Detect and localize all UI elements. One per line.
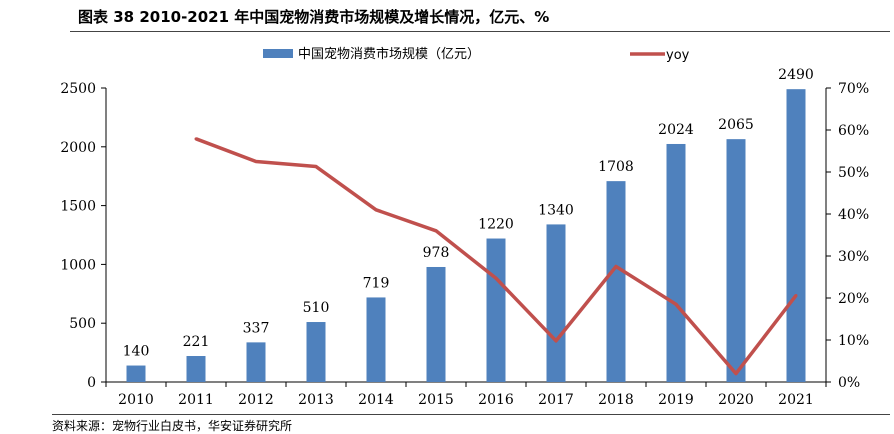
yoy-point [314, 165, 318, 169]
bar [186, 356, 206, 382]
left-axis-tick-label: 1500 [60, 199, 96, 215]
bar-series [126, 89, 806, 383]
bar [426, 266, 446, 382]
x-axis-tick-label: 2016 [478, 392, 514, 408]
bar-data-label: 2490 [778, 67, 814, 83]
bar-data-label: 337 [243, 320, 270, 336]
chart-legend: 中国宠物消费市场规模（亿元） yoy [263, 46, 690, 63]
x-axis-tick-label: 2021 [778, 392, 814, 408]
bar-data-label: 221 [183, 334, 210, 350]
right-axis-tick-label: 10% [838, 333, 869, 349]
yoy-point [254, 160, 258, 163]
bar [666, 143, 686, 382]
yoy-point [794, 293, 798, 297]
bar-data-labels: 140 221 337 510 719 978 1220 1340 1708 2024 2065 24… [123, 67, 814, 359]
bar-data-label: 978 [423, 245, 450, 261]
bar-data-label: 719 [363, 275, 390, 291]
yoy-point [734, 372, 738, 376]
left-axis-tick-label: 2500 [60, 81, 96, 97]
right-axis-tick-label: 60% [838, 123, 869, 139]
yoy-point [194, 137, 198, 141]
bar-data-label: 140 [123, 344, 150, 360]
left-axis-tick-label: 500 [69, 316, 96, 332]
right-axis-tick-label: 0% [838, 375, 860, 391]
x-axis-tick-label: 2010 [118, 392, 154, 408]
right-axis-tick-label: 30% [838, 249, 869, 265]
yoy-point [494, 276, 498, 280]
yoy-point [614, 265, 618, 268]
yoy-line-series [194, 137, 798, 376]
bar-data-label: 1220 [478, 217, 514, 233]
bar [306, 322, 326, 382]
left-axis-tick-label: 1000 [60, 257, 96, 273]
left-axis-tick-label: 0 [87, 375, 96, 391]
bar [786, 89, 806, 383]
x-axis-tick-label: 2012 [238, 392, 274, 408]
right-axis-tick-label: 70% [838, 81, 869, 97]
legend-label-line: yoy [666, 48, 690, 63]
right-axis-tick-label: 50% [838, 165, 869, 181]
x-axis-tick-label: 2014 [358, 392, 394, 408]
bar [126, 365, 146, 382]
bar [606, 181, 626, 382]
x-axis-tick-label: 2020 [718, 392, 754, 408]
bar-data-label: 1708 [598, 159, 634, 175]
chart-title: 图表 38 2010-2021 年中国宠物消费市场规模及增长情况，亿元、% [78, 8, 550, 26]
legend-label-bar: 中国宠物消费市场规模（亿元） [298, 46, 480, 62]
right-axis-tick-label: 40% [838, 207, 869, 223]
bar [546, 224, 566, 382]
bar-data-label: 2024 [658, 122, 694, 138]
chart-axes: 0 500 1000 1500 2000 2500 0% 10% 20% 30% 40% 50% 60%… [60, 81, 869, 408]
bar [726, 139, 746, 382]
x-axis-tick-label: 2013 [298, 392, 334, 408]
title-rule [70, 31, 890, 32]
bar [366, 297, 386, 382]
x-axis-tick-label: 2015 [418, 392, 454, 408]
bar-data-label: 1340 [538, 202, 574, 218]
right-axis-tick-label: 20% [838, 291, 869, 307]
source-rule [52, 414, 890, 415]
bar-data-label: 510 [303, 300, 330, 316]
bar-data-label: 2065 [718, 117, 754, 133]
bar [486, 238, 506, 382]
legend-swatch-bar [263, 49, 293, 58]
x-axis-tick-label: 2018 [598, 392, 634, 408]
source-note: 资料来源：宠物行业白皮书，华安证券研究所 [52, 419, 293, 433]
x-axis-tick-label: 2011 [178, 392, 214, 408]
yoy-point [554, 339, 558, 343]
yoy-point [434, 229, 438, 233]
left-axis-tick-label: 2000 [60, 140, 96, 156]
yoy-point [674, 302, 678, 306]
bar [246, 342, 266, 382]
bar-line-chart: 中国宠物消费市场规模（亿元） yoy 0 500 1000 1500 2000 2500 0%… [60, 46, 869, 408]
x-axis-tick-label: 2017 [538, 392, 574, 408]
x-axis-tick-label: 2019 [658, 392, 694, 408]
yoy-point [374, 208, 378, 212]
